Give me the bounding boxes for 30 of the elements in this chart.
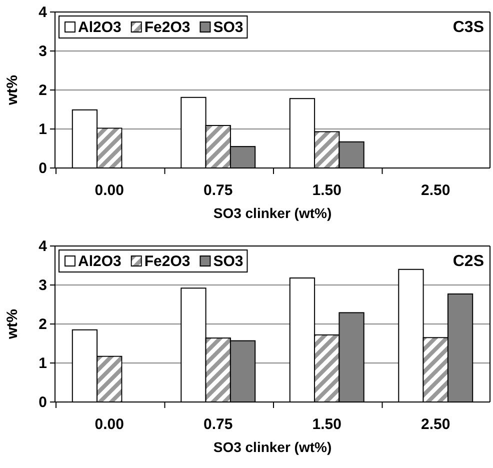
x-tick-label: 0.75 bbox=[204, 416, 233, 433]
y-tick-label: 2 bbox=[38, 316, 47, 333]
y-tick-label: 2 bbox=[38, 82, 47, 99]
x-tick-label: 1.50 bbox=[312, 416, 342, 433]
x-tick-label: 2.50 bbox=[421, 182, 450, 199]
annotation: C2S bbox=[452, 253, 484, 270]
y-axis-title: wt% bbox=[4, 309, 21, 340]
x-tick-label: 0.75 bbox=[204, 182, 233, 199]
x-tick-label: 0.00 bbox=[94, 416, 124, 433]
legend-label: Fe2O3 bbox=[144, 19, 190, 36]
x-tick-label: 2.50 bbox=[421, 416, 450, 433]
y-tick-label: 1 bbox=[38, 120, 47, 138]
x-axis-title: SO3 clinker (wt%) bbox=[213, 439, 332, 455]
x-axis-title: SO3 clinker (wt%) bbox=[213, 205, 332, 221]
y-tick-label: 4 bbox=[38, 4, 48, 21]
y-axis-title: wt% bbox=[4, 75, 21, 106]
legend-label: Fe2O3 bbox=[144, 253, 190, 270]
y-tick-label: 1 bbox=[38, 354, 47, 372]
legend-label: SO3 bbox=[213, 19, 244, 36]
x-tick-label: 1.50 bbox=[312, 182, 342, 199]
y-tick-label: 0 bbox=[38, 394, 47, 411]
legend-label: SO3 bbox=[213, 253, 244, 270]
y-tick-label: 0 bbox=[38, 160, 47, 177]
x-tick-label: 0.00 bbox=[94, 182, 124, 199]
y-tick-label: 3 bbox=[38, 42, 47, 60]
y-tick-label: 3 bbox=[38, 276, 47, 294]
legend-label: Al2O3 bbox=[78, 19, 122, 36]
y-tick-label: 4 bbox=[38, 238, 48, 255]
legend-label: Al2O3 bbox=[78, 253, 122, 270]
annotation: C3S bbox=[452, 19, 484, 36]
